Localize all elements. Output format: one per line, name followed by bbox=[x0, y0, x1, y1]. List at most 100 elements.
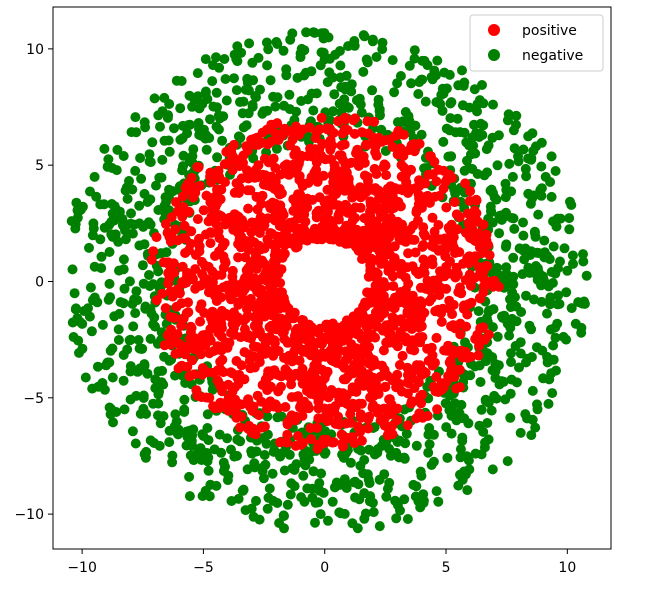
point-negative bbox=[159, 201, 170, 212]
point-negative bbox=[420, 96, 431, 107]
point-positive bbox=[292, 162, 303, 173]
point-positive bbox=[341, 390, 352, 401]
point-positive bbox=[382, 430, 393, 441]
point-positive bbox=[328, 127, 339, 138]
point-negative bbox=[316, 468, 327, 479]
point-positive bbox=[415, 391, 426, 402]
point-positive bbox=[183, 245, 194, 256]
point-negative bbox=[522, 353, 533, 364]
point-negative bbox=[568, 258, 578, 269]
point-positive bbox=[293, 431, 303, 442]
point-negative bbox=[411, 440, 422, 451]
point-positive bbox=[415, 360, 426, 371]
point-positive bbox=[413, 189, 424, 200]
point-negative bbox=[167, 450, 178, 461]
point-positive bbox=[463, 218, 474, 228]
point-positive bbox=[254, 228, 265, 238]
point-negative bbox=[444, 125, 455, 136]
point-positive bbox=[253, 287, 264, 298]
point-negative bbox=[345, 457, 356, 468]
point-negative bbox=[285, 489, 296, 500]
point-negative bbox=[213, 110, 224, 121]
point-negative bbox=[394, 435, 405, 446]
point-positive bbox=[418, 254, 429, 265]
point-negative bbox=[107, 372, 118, 383]
point-positive bbox=[290, 415, 301, 426]
point-negative bbox=[548, 216, 559, 227]
legend-marker-positive bbox=[488, 24, 500, 36]
legend: positive negative bbox=[469, 14, 604, 72]
point-positive bbox=[255, 212, 266, 222]
point-negative bbox=[95, 234, 106, 245]
point-negative bbox=[346, 79, 357, 90]
point-negative bbox=[270, 101, 281, 112]
point-negative bbox=[164, 99, 175, 109]
point-positive bbox=[318, 170, 329, 181]
point-negative bbox=[128, 321, 139, 332]
point-negative bbox=[111, 165, 122, 176]
point-negative bbox=[99, 143, 110, 154]
point-positive bbox=[427, 259, 438, 270]
point-positive bbox=[353, 161, 364, 171]
point-negative bbox=[135, 153, 146, 163]
point-positive bbox=[233, 252, 244, 263]
point-negative bbox=[521, 290, 531, 301]
point-positive bbox=[478, 273, 489, 284]
point-positive bbox=[338, 334, 349, 345]
point-negative bbox=[355, 460, 366, 471]
point-positive bbox=[365, 287, 376, 298]
point-negative bbox=[564, 213, 575, 224]
point-negative bbox=[281, 64, 292, 75]
point-negative bbox=[130, 438, 141, 449]
y-tick-label: 10 bbox=[26, 42, 44, 58]
point-negative bbox=[201, 448, 212, 458]
point-negative bbox=[262, 411, 273, 422]
point-positive bbox=[363, 423, 374, 434]
point-negative bbox=[268, 495, 279, 506]
point-negative bbox=[478, 426, 489, 437]
point-negative bbox=[68, 332, 79, 342]
point-positive bbox=[216, 211, 227, 222]
point-negative bbox=[134, 240, 145, 251]
point-negative bbox=[497, 311, 507, 322]
point-positive bbox=[223, 379, 234, 390]
point-negative bbox=[299, 454, 310, 465]
point-negative bbox=[468, 140, 479, 151]
point-negative bbox=[201, 144, 212, 155]
point-negative bbox=[161, 247, 172, 258]
point-positive bbox=[204, 348, 215, 359]
point-positive bbox=[441, 202, 452, 213]
point-positive bbox=[403, 376, 414, 387]
point-negative bbox=[353, 479, 364, 490]
point-positive bbox=[218, 367, 229, 378]
point-positive bbox=[479, 241, 490, 252]
point-negative bbox=[536, 190, 547, 201]
point-positive bbox=[248, 423, 259, 434]
point-negative bbox=[442, 452, 453, 463]
point-negative bbox=[192, 68, 203, 79]
point-positive bbox=[463, 299, 474, 310]
point-positive bbox=[258, 179, 269, 190]
point-positive bbox=[402, 388, 413, 399]
point-positive bbox=[233, 155, 244, 166]
point-positive bbox=[302, 151, 313, 162]
point-positive bbox=[264, 371, 275, 382]
point-positive bbox=[311, 208, 322, 218]
point-negative bbox=[77, 343, 88, 354]
point-negative bbox=[193, 118, 204, 128]
point-negative bbox=[221, 95, 232, 106]
point-negative bbox=[188, 455, 199, 466]
point-positive bbox=[371, 150, 382, 161]
point-negative bbox=[104, 247, 115, 257]
point-negative bbox=[335, 60, 346, 71]
point-negative bbox=[296, 96, 307, 106]
point-positive bbox=[327, 318, 338, 329]
point-positive bbox=[270, 128, 281, 139]
point-negative bbox=[401, 428, 412, 439]
point-negative bbox=[382, 483, 393, 494]
point-positive bbox=[273, 187, 284, 198]
point-positive bbox=[370, 280, 381, 291]
point-negative bbox=[114, 206, 125, 217]
point-negative bbox=[506, 213, 517, 223]
point-negative bbox=[417, 55, 428, 66]
